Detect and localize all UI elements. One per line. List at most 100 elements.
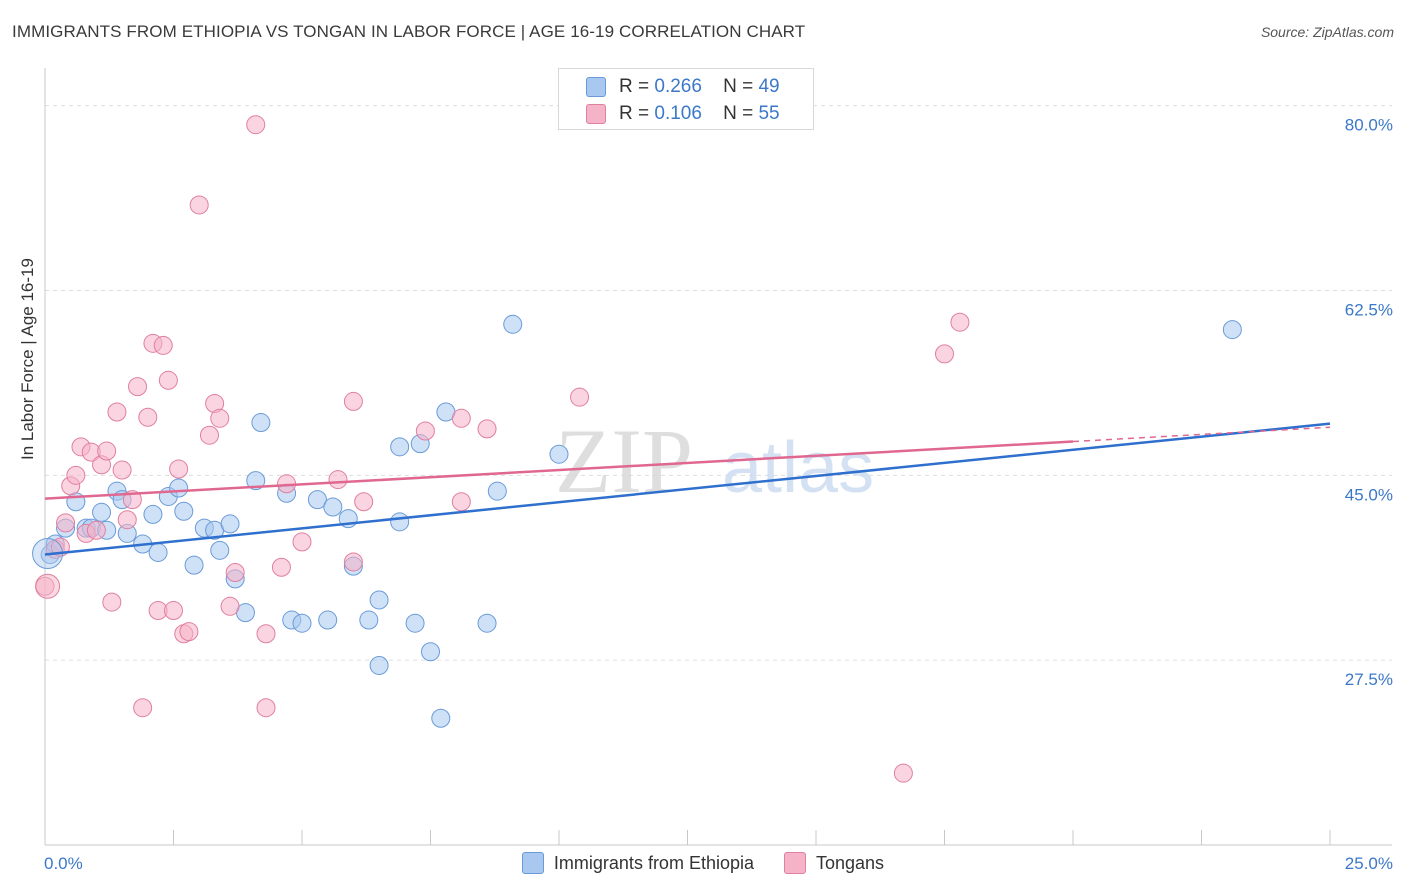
trend-line-tongans-extension: [1072, 426, 1331, 443]
data-point-ethiopia: [318, 610, 338, 630]
data-point-tongans: [893, 763, 913, 783]
data-point-ethiopia: [1222, 320, 1242, 340]
data-point-ethiopia: [431, 708, 451, 728]
data-point-tongans: [112, 460, 132, 480]
legend-label-ethiopia: Immigrants from Ethiopia: [553, 852, 754, 873]
data-point-ethiopia: [390, 437, 410, 457]
data-point-ethiopia: [92, 502, 112, 522]
data-point-ethiopia: [292, 613, 312, 633]
data-point-ethiopia: [184, 555, 204, 575]
n-label: N =: [723, 103, 754, 124]
n-label: N =: [723, 76, 754, 97]
trend-layer: [44, 422, 1331, 556]
data-point-tongans: [66, 465, 86, 485]
data-point-ethiopia: [390, 512, 410, 532]
data-point-tongans: [153, 335, 173, 355]
legend-item-ethiopia[interactable]: Immigrants from Ethiopia: [521, 852, 754, 874]
legend-label-tongans: Tongans: [816, 852, 885, 873]
data-point-tongans: [117, 510, 137, 530]
data-point-tongans: [225, 563, 245, 583]
x-tick-label-start: 0.0%: [44, 854, 83, 873]
n-value-ethiopia: 49: [758, 76, 780, 97]
data-point-ethiopia: [210, 540, 230, 560]
legend-swatch-tongans: [784, 852, 806, 874]
watermark: ZIP atlas: [555, 410, 874, 512]
data-point-tongans: [935, 344, 954, 364]
data-point-tongans: [86, 520, 106, 540]
y-tick-label: 45.0%: [1345, 485, 1393, 504]
data-point-tongans: [133, 698, 153, 718]
x-tick-label-end: 25.0%: [1345, 854, 1393, 873]
series-legend: Immigrants from Ethiopia Tongans: [0, 852, 1406, 874]
data-point-tongans: [56, 513, 76, 533]
legend-swatch-ethiopia: [521, 852, 544, 874]
data-point-tongans: [210, 408, 230, 428]
data-point-tongans: [271, 557, 291, 577]
data-point-tongans: [179, 622, 199, 642]
data-point-ethiopia: [143, 504, 163, 524]
r-value-ethiopia: 0.266: [654, 76, 702, 97]
data-point-tongans: [451, 408, 471, 428]
data-point-tongans: [220, 596, 240, 616]
y-tick-label: 80.0%: [1345, 116, 1393, 135]
data-point-ethiopia: [169, 478, 189, 498]
chart-title: IMMIGRANTS FROM ETHIOPIA VS TONGAN IN LA…: [12, 22, 806, 41]
data-point-tongans: [256, 624, 276, 644]
data-point-tongans: [102, 592, 122, 612]
y-axis-label-wrap: In Labor Force | Age 16-19: [18, 258, 38, 460]
r-value-tongans: 0.106: [654, 103, 702, 124]
data-point-tongans: [415, 421, 435, 441]
trend-line-ethiopia: [44, 422, 1331, 556]
data-point-tongans: [158, 370, 178, 390]
r-label: R =: [619, 103, 650, 124]
data-point-ethiopia: [477, 613, 497, 633]
data-point-tongans: [477, 419, 497, 439]
correlation-legend: R = 0.266 N = 49 R = 0.106 N = 55: [558, 68, 814, 130]
data-point-ethiopia: [220, 514, 240, 534]
data-point-ethiopia: [148, 542, 168, 562]
data-point-ethiopia: [421, 642, 440, 662]
data-point-tongans: [164, 601, 183, 621]
n-value-tongans: 55: [758, 103, 780, 124]
grid-layer: [45, 105, 1392, 661]
data-point-ethiopia: [246, 471, 266, 491]
data-point-ethiopia: [359, 610, 379, 630]
swatch-ethiopia: [586, 77, 606, 97]
r-label: R =: [619, 76, 650, 97]
y-tick-label: 27.5%: [1345, 670, 1393, 689]
y-axis-label: In Labor Force | Age 16-19: [18, 258, 37, 460]
data-point-tongans: [199, 425, 219, 445]
axis-layer: [44, 68, 1392, 846]
data-point-ethiopia: [487, 481, 507, 501]
data-point-tongans: [169, 459, 189, 479]
data-point-tongans: [950, 312, 970, 332]
data-point-ethiopia: [251, 413, 271, 433]
data-point-ethiopia: [503, 314, 523, 334]
chart-source: Source: ZipAtlas.com: [1260, 24, 1394, 40]
trend-line-tongans: [44, 440, 1074, 500]
data-point-tongans: [328, 470, 348, 490]
watermark-atlas: atlas: [722, 428, 874, 508]
swatch-tongans: [586, 104, 606, 124]
data-point-tongans: [35, 573, 61, 599]
data-point-tongans: [292, 532, 312, 552]
data-point-tongans: [570, 387, 590, 407]
legend-item-tongans[interactable]: Tongans: [784, 852, 884, 874]
data-point-tongans: [451, 492, 471, 512]
data-point-ethiopia: [174, 501, 194, 521]
data-point-tongans: [343, 552, 363, 572]
data-point-tongans: [354, 492, 374, 512]
data-point-tongans: [128, 377, 148, 397]
data-point-ethiopia: [323, 497, 343, 517]
data-point-ethiopia: [369, 590, 389, 610]
data-point-ethiopia: [405, 613, 425, 633]
data-point-tongans: [256, 698, 276, 718]
tick-labels: 27.5% 45.0% 62.5% 80.0% 0.0% 25.0%: [44, 116, 1393, 873]
data-point-ethiopia: [549, 444, 569, 464]
data-point-ethiopia: [307, 490, 327, 510]
data-point-tongans: [138, 407, 158, 427]
y-tick-label: 62.5%: [1345, 301, 1393, 320]
data-point-tongans: [189, 195, 209, 215]
data-point-ethiopia: [369, 655, 389, 675]
